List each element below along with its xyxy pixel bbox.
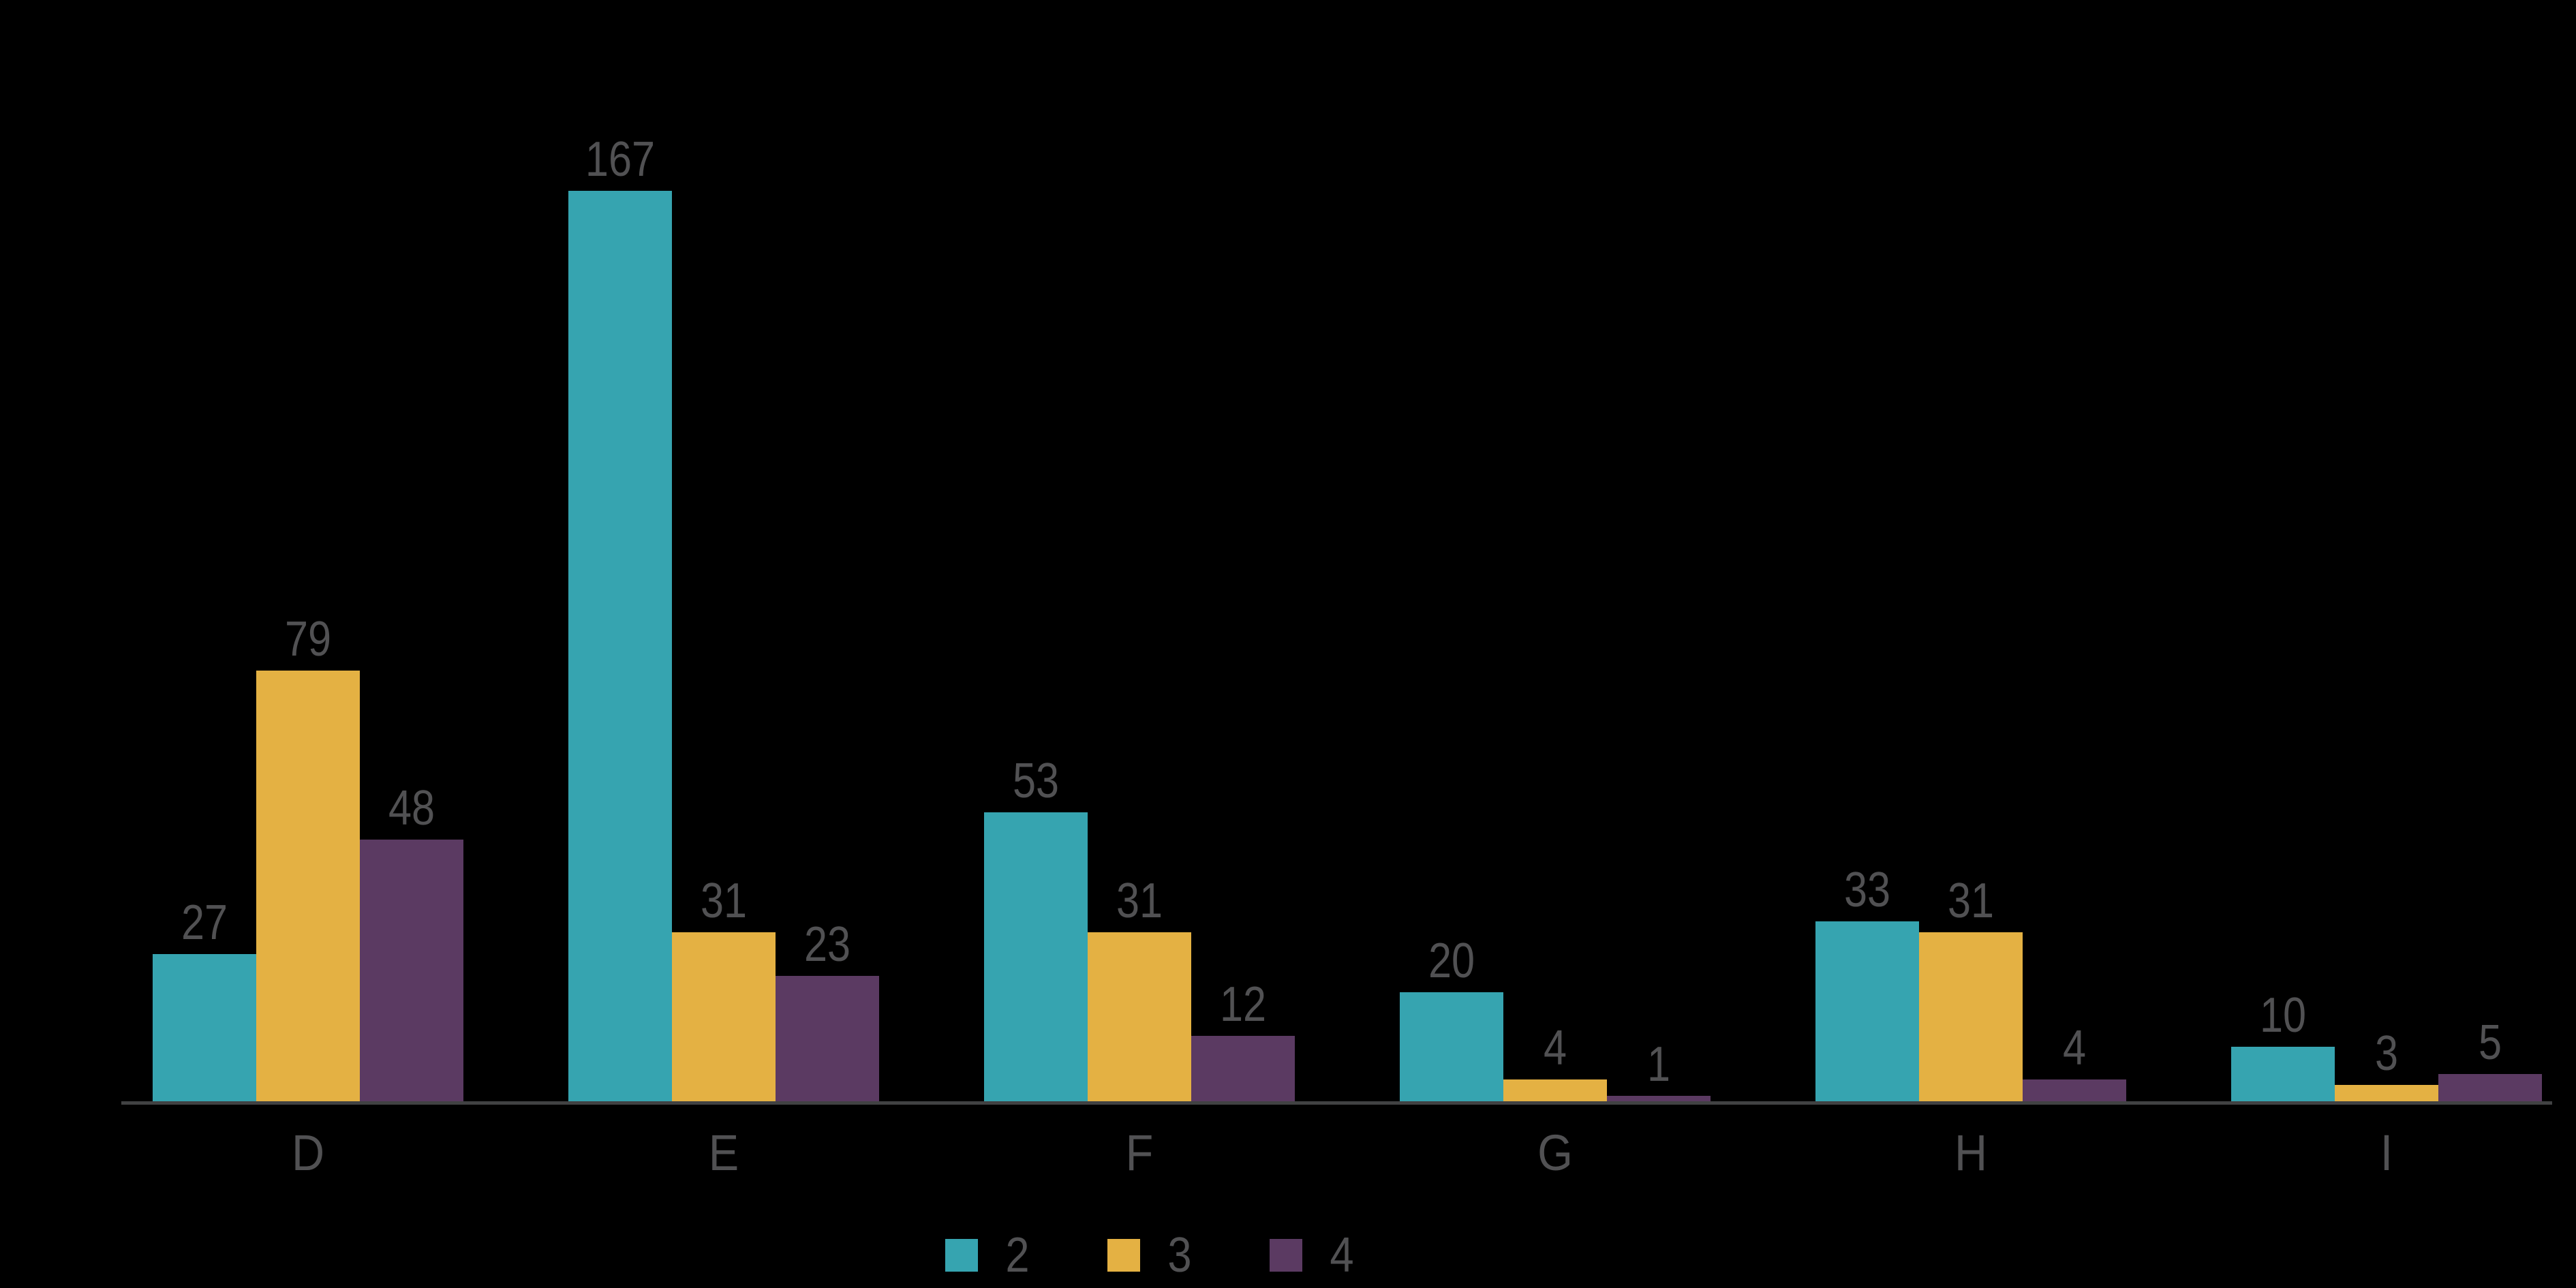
legend-item-4: 4 [1270,1231,1355,1280]
value-label-g-series-4: 1 [1646,1037,1671,1092]
bar-g-series-3 [1503,1079,1607,1101]
value-label-e-series-3: 31 [700,874,748,928]
bar-group-i: 10 3 5 [2231,0,2542,1101]
bar-e-series-4 [776,976,879,1101]
bar-e-series-2 [568,191,672,1101]
legend-swatch-icon [1270,1239,1303,1272]
bar-group-f: 53 31 12 [984,0,1295,1101]
value-label-i-series-4: 5 [2478,1015,2502,1070]
bar-e-series-3 [672,932,776,1101]
legend-item-2: 2 [945,1231,1031,1280]
value-label-f-series-2: 53 [1012,754,1060,808]
category-label-i: I [2380,1124,2393,1181]
value-label-f-series-4: 12 [1219,977,1267,1032]
bar-d-series-4 [360,840,463,1101]
bar-i-series-3 [2335,1085,2438,1101]
value-label-d-series-3: 79 [284,612,332,666]
value-label-e-series-4: 23 [803,917,851,972]
value-label-g-series-2: 20 [1428,934,1475,988]
bar-group-d: 27 79 48 [153,0,463,1101]
category-label-d: D [291,1124,325,1181]
category-label-e: E [708,1124,739,1181]
bar-d-series-3 [256,671,360,1101]
value-label-g-series-3: 4 [1543,1021,1567,1075]
legend-label-4: 4 [1330,1228,1354,1283]
legend-swatch-icon [945,1239,978,1272]
legend-item-3: 3 [1107,1231,1193,1280]
value-label-i-series-2: 10 [2259,988,2307,1043]
bar-f-series-4 [1191,1036,1295,1101]
bar-i-series-2 [2231,1047,2335,1101]
value-label-h-series-2: 33 [1843,863,1891,917]
value-label-h-series-3: 31 [1947,874,1995,928]
legend: 2 3 4 [945,1231,1355,1280]
value-label-h-series-4: 4 [2062,1021,2087,1075]
value-label-i-series-3: 3 [2374,1026,2399,1081]
bar-f-series-3 [1088,932,1191,1101]
value-label-d-series-4: 48 [388,781,435,835]
legend-label-3: 3 [1167,1228,1192,1283]
value-label-d-series-2: 27 [181,895,228,950]
bar-g-series-4 [1607,1096,1711,1101]
bar-h-series-3 [1919,932,2023,1101]
legend-label-2: 2 [1005,1228,1030,1283]
bar-d-series-2 [153,954,256,1101]
legend-swatch-icon [1107,1239,1141,1272]
value-label-f-series-3: 31 [1116,874,1163,928]
x-axis-line [121,1101,2552,1105]
bar-f-series-2 [984,812,1088,1101]
bar-group-g: 20 4 1 [1400,0,1711,1101]
bar-h-series-4 [2023,1079,2126,1101]
bar-group-h: 33 31 4 [1815,0,2126,1101]
category-label-f: F [1125,1124,1154,1181]
bar-group-e: 167 31 23 [568,0,879,1101]
bar-i-series-4 [2438,1074,2542,1101]
bar-h-series-2 [1815,921,1919,1101]
category-label-g: G [1537,1124,1573,1181]
plot-area: 27 79 48 167 31 23 53 31 12 20 4 1 33 31 4 10 3 5 [153,0,2542,1101]
category-label-h: H [1954,1124,1988,1181]
value-label-e-series-2: 167 [585,132,656,187]
bar-g-series-2 [1400,992,1503,1101]
